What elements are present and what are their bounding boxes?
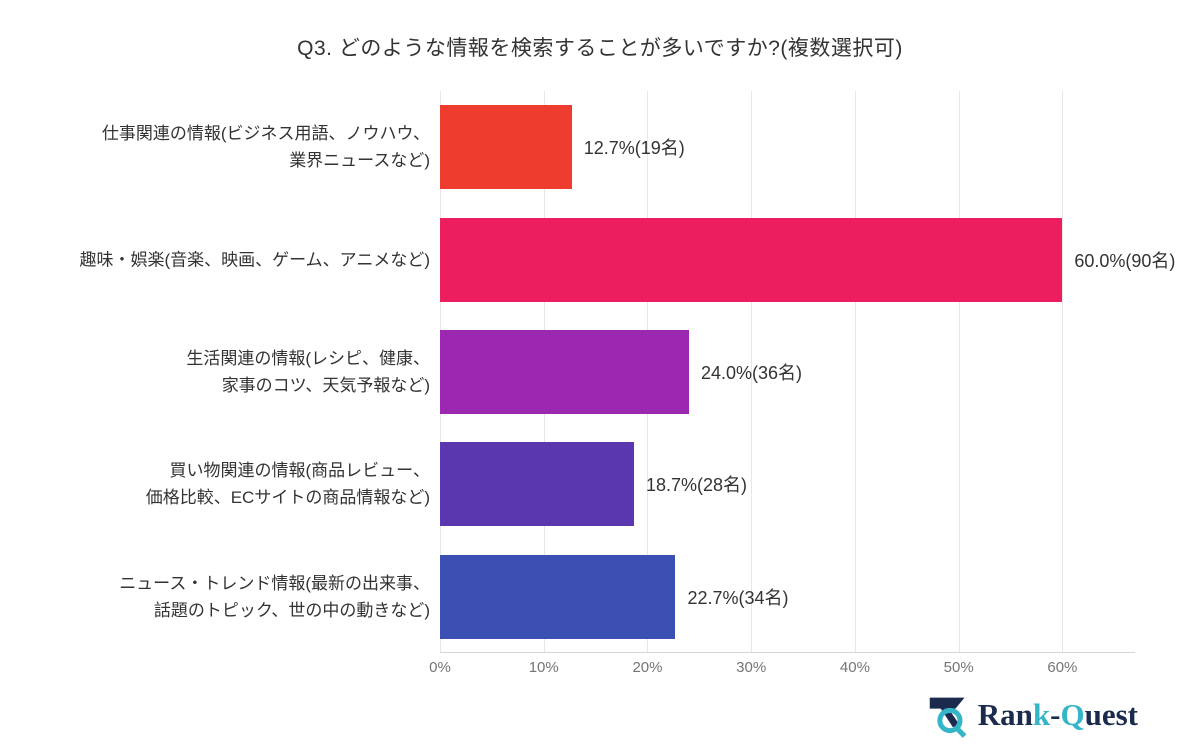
category-label-3: 買い物関連の情報(商品レビュー、 価格比較、ECサイトの商品情報など) — [145, 461, 430, 508]
bar-4 — [440, 554, 676, 639]
category-label-0: 仕事関連の情報(ビジネス用語、ノウハウ、 業界ニュースなど) — [101, 124, 430, 171]
category-label-1: 趣味・娯楽(音楽、映画、ゲーム、アニメなど) — [79, 250, 430, 270]
rank-quest-logo-icon — [929, 697, 967, 738]
logo-text-segment: Ran — [977, 697, 1033, 732]
x-tick-label: 30% — [736, 659, 767, 676]
value-label-3: 18.7%(28名) — [645, 475, 748, 496]
x-tick-label: 50% — [943, 659, 974, 676]
x-tick-label: 20% — [632, 659, 663, 676]
gridline-40% — [854, 91, 856, 652]
x-tick-label: 10% — [528, 659, 559, 676]
logo-text-segment: uest — [1084, 697, 1138, 732]
bar-2 — [440, 330, 689, 414]
bar-3 — [440, 442, 634, 527]
bar-1 — [440, 217, 1063, 302]
value-label-0: 12.7%(19名) — [583, 138, 685, 159]
value-label-1: 60.0%(90名) — [1074, 250, 1176, 271]
rank-quest-logo: Rank-Quest — [927, 692, 1138, 738]
x-tick-label: 40% — [839, 659, 870, 676]
bar-0 — [440, 105, 572, 190]
category-label-2: 生活関連の情報(レシピ、健康、 家事のコツ、天気予報など) — [186, 349, 430, 395]
category-label-4: ニュース・トレンド情報(最新の出来事、 話題のトピック、世の中の動きなど) — [119, 573, 430, 620]
logo-text-segment: k — [1032, 697, 1051, 732]
category-axis: 仕事関連の情報(ビジネス用語、ノウハウ、 業界ニュースなど) 趣味・娯楽(音楽、映画… — [20, 91, 430, 653]
value-label-4: 22.7%(34名) — [687, 587, 789, 608]
gridline-50% — [958, 91, 960, 652]
x-tick-label: 0% — [429, 659, 451, 676]
x-axis: 0% 10% 20% 30% 40% 50% 60% — [0, 659, 1200, 683]
gridline-30% — [751, 91, 753, 652]
chart-title: Q3. どのような情報を検索することが多いですか?(複数選択可) — [297, 37, 903, 60]
logo-text-segment: - — [1050, 697, 1061, 732]
x-tick-label: 60% — [1047, 659, 1078, 676]
rank-quest-logo-text: Rank-Quest — [978, 697, 1138, 733]
plot-area: 12.7%(19名) 60.0%(90名) 24.0%(36名) 18.7%(28名)… — [440, 91, 1175, 653]
value-label-2: 24.0%(36名) — [700, 363, 803, 383]
logo-text-segment: Q — [1060, 697, 1085, 732]
gridline-60% — [1062, 91, 1064, 652]
